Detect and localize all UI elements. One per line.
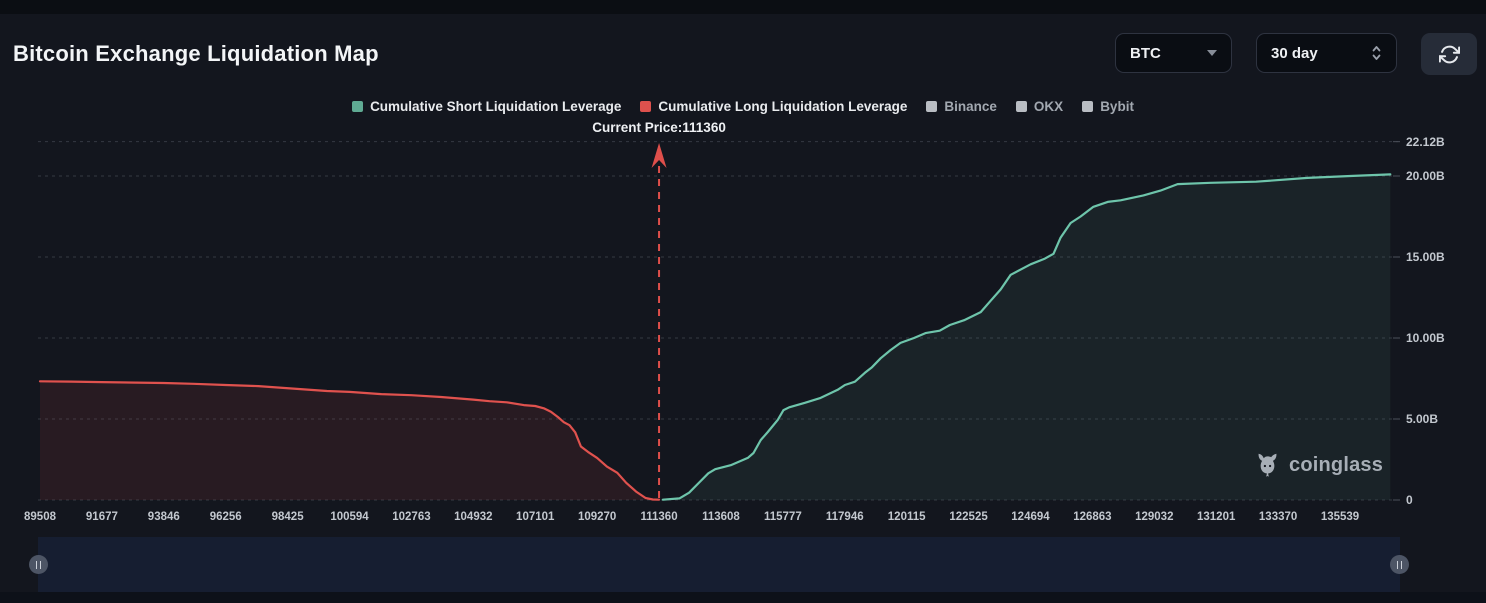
y-axis-label: 22.12B: [1406, 134, 1445, 149]
bottom-divider: [0, 592, 1486, 603]
x-axis-label: 91677: [85, 511, 118, 523]
y-axis-label: 15.00B: [1406, 250, 1445, 264]
x-axis-label: 93846: [147, 511, 180, 523]
x-axis-label: 129032: [1135, 511, 1174, 523]
top-divider: [0, 0, 1486, 14]
legend-item-okx[interactable]: OKX: [1015, 99, 1064, 114]
page-title: Bitcoin Exchange Liquidation Map: [13, 41, 379, 66]
header-controls: BTC 30 day: [1115, 33, 1477, 75]
y-axis-label: 5.00B: [1406, 412, 1439, 426]
long-liquidation-area: [40, 381, 659, 500]
symbol-select[interactable]: BTC: [1115, 33, 1232, 73]
x-axis-label: 102763: [392, 511, 431, 523]
legend-item-bybit[interactable]: Bybit: [1082, 99, 1134, 114]
datazoom-slider[interactable]: [29, 537, 1409, 592]
legend-swatch-icon: [1015, 101, 1027, 112]
coinglass-watermark: coinglass: [1254, 452, 1383, 479]
x-axis-label: 109270: [577, 511, 617, 523]
timeframe-select-value: 30 day: [1271, 44, 1318, 62]
legend-label: Binance: [944, 99, 997, 114]
x-axis-label: 113608: [702, 511, 740, 523]
current-price-arrow-icon: [651, 143, 667, 168]
short-liquidation-line[interactable]: [661, 173, 1392, 501]
legend-item-binance[interactable]: Binance: [926, 99, 997, 114]
x-axis-label: 126863: [1073, 511, 1112, 523]
y-axis-label: 10.00B: [1406, 331, 1445, 345]
caret-down-icon: [1207, 50, 1217, 56]
short-liquidation-area: [662, 174, 1391, 500]
y-axis-label: 0: [1406, 493, 1413, 507]
refresh-icon: [1438, 45, 1460, 63]
current-price-label: Current Price:111360: [592, 120, 726, 135]
coinglass-wordmark: coinglass: [1289, 454, 1384, 476]
legend-swatch-icon: [1082, 101, 1094, 112]
x-axis-label: 135539: [1320, 511, 1360, 523]
datazoom-left-handle[interactable]: [29, 555, 48, 574]
chart-legend: Cumulative Short Liquidation Leverage Cum…: [0, 99, 1486, 114]
legend-swatch-icon: [926, 101, 938, 112]
y-axis-label: 20.00B: [1406, 169, 1445, 183]
x-axis-label: 131201: [1197, 511, 1236, 523]
x-axis-label: 89508: [24, 511, 56, 523]
x-axis-label: 117946: [825, 511, 864, 523]
legend-item-cumulative-short-liquidation-leverage[interactable]: Cumulative Short Liquidation Leverage: [352, 99, 621, 114]
x-axis-label: 133370: [1258, 511, 1298, 523]
legend-label: Cumulative Short Liquidation Leverage: [370, 99, 622, 114]
x-axis-label: 98425: [271, 511, 304, 523]
legend-label: OKX: [1033, 99, 1064, 114]
datazoom-right-handle[interactable]: [1390, 555, 1409, 574]
legend-swatch-icon: [640, 101, 652, 112]
legend-swatch-icon: [352, 101, 364, 112]
x-axis-label: 104932: [454, 511, 493, 523]
symbol-select-value: BTC: [1130, 44, 1161, 62]
x-axis-label: 107101: [516, 511, 555, 523]
x-axis-label: 124694: [1011, 511, 1050, 523]
legend-label: Cumulative Long Liquidation Leverage: [658, 99, 908, 114]
refresh-button[interactable]: [1421, 33, 1477, 75]
x-axis-label: 96256: [209, 511, 242, 523]
legend-label: Bybit: [1100, 99, 1134, 114]
coinglass-bull-icon: [1258, 453, 1277, 477]
long-liquidation-line[interactable]: [38, 380, 661, 501]
x-axis-label: 100594: [330, 511, 369, 523]
x-axis-label: 111360: [640, 511, 678, 523]
x-axis-label: 120115: [887, 511, 926, 523]
x-axis-label: 122525: [949, 511, 988, 523]
x-axis-label: 115777: [763, 511, 802, 523]
legend-item-cumulative-long-liquidation-leverage[interactable]: Cumulative Long Liquidation Leverage: [640, 99, 907, 114]
timeframe-select[interactable]: 30 day: [1256, 33, 1397, 73]
chevron-up-down-icon: [1372, 46, 1381, 60]
